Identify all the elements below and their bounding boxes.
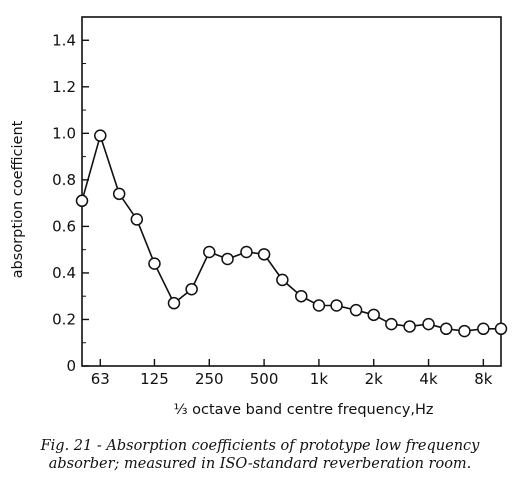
data-point: [403, 320, 416, 333]
x-tick-label: 500: [250, 370, 279, 388]
data-point: [494, 322, 508, 336]
y-tick-label: 0.8: [52, 171, 76, 189]
x-tick-label: 63: [91, 370, 110, 388]
x-tick-label: 125: [140, 370, 169, 388]
data-point: [458, 324, 471, 338]
data-point: [75, 194, 89, 208]
data-point: [367, 308, 380, 322]
y-tick-label: 1.2: [52, 78, 76, 96]
data-point: [257, 248, 271, 261]
y-tick-label: 1.4: [52, 31, 76, 49]
data-point: [422, 317, 435, 331]
figure-caption-line-1: Fig. 21 - Absorption coefficients of pro…: [40, 438, 480, 454]
plot-frame: [81, 16, 502, 367]
x-tick-label: 2k: [365, 370, 384, 388]
data-point: [112, 187, 126, 201]
x-tick-label: 1k: [310, 370, 329, 388]
x-axis-ticks: 63 125 250 500 1k 2k 4k 8k: [91, 359, 493, 388]
x-tick-label: 8k: [474, 370, 493, 388]
x-tick-label: 250: [195, 370, 224, 388]
y-tick-label: 1.0: [52, 124, 76, 142]
data-point: [385, 317, 398, 331]
data-point: [94, 129, 107, 142]
figure-caption-line-2: absorber; measured in ISO-standard rever…: [48, 456, 472, 472]
data-point: [203, 245, 216, 259]
y-tick-label: 0: [66, 357, 76, 375]
data-point: [240, 245, 253, 259]
data-point: [185, 282, 198, 296]
y-axis-ticks: 0 0.2 0.4 0.6 0.8 1.0 1.2 1.4: [52, 16, 89, 375]
data-point: [295, 289, 308, 303]
data-point: [477, 322, 490, 336]
x-axis-title: ⅓ octave band centre frequency,Hz: [173, 402, 433, 418]
data-point: [221, 252, 234, 266]
data-point: [330, 299, 343, 312]
data-point: [349, 303, 363, 317]
data-point: [148, 257, 161, 270]
y-axis-title: absorption coefficient: [10, 120, 26, 278]
data-point: [130, 213, 144, 226]
series-line: [81, 132, 501, 332]
data-points: [75, 129, 508, 338]
absorption-chart: 0 0.2 0.4 0.6 0.8 1.0 1.2 1.4 63 125 250 500 1k 2k 4k…: [10, 16, 508, 418]
data-point: [276, 273, 289, 287]
x-tick-label: 4k: [419, 370, 438, 388]
y-tick-label: 0.2: [52, 310, 76, 328]
data-point: [312, 299, 326, 312]
data-point: [167, 296, 181, 310]
data-point: [439, 322, 453, 336]
y-tick-label: 0.4: [52, 264, 76, 282]
y-tick-label: 0.6: [52, 217, 76, 235]
